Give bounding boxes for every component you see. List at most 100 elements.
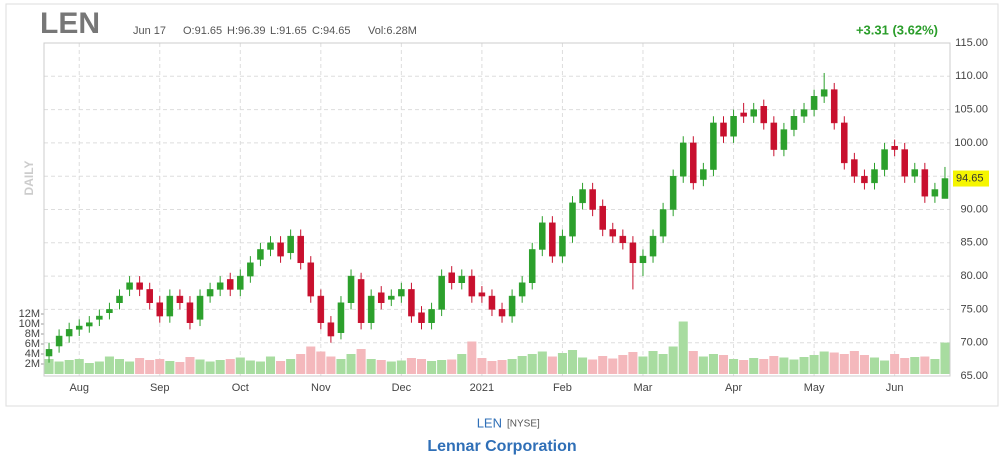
candle-body: [277, 242, 284, 257]
last-price-label: 94.65: [956, 172, 984, 184]
volume-bar: [497, 360, 507, 374]
volume-bar: [759, 359, 769, 374]
candle-body: [730, 116, 737, 137]
x-tick-label: Aug: [69, 382, 89, 394]
volume-bar: [235, 357, 245, 374]
candle-body: [881, 149, 888, 170]
candle-body: [297, 235, 304, 264]
period-label: DAILY: [22, 161, 36, 196]
volume-bar: [839, 354, 849, 374]
plot-border: [43, 42, 951, 377]
candle-body: [528, 249, 536, 284]
volume-bar: [44, 359, 54, 374]
volume-bar: [427, 361, 437, 374]
volume-bar: [376, 360, 386, 374]
x-tick-label: Oct: [232, 382, 249, 394]
candle-body: [690, 142, 697, 184]
info-volume: Vol:6.28M: [368, 25, 417, 37]
volume-bar: [859, 355, 869, 374]
y-tick-label: 110.00: [955, 70, 988, 82]
candle-body: [609, 229, 617, 237]
volume-bar: [447, 359, 457, 374]
y-tick-label: 70.00: [960, 337, 988, 349]
volume-bar: [135, 358, 145, 374]
y-tick-label: 90.00: [960, 203, 988, 215]
volume-bar: [114, 359, 125, 374]
x-tick-label: May: [804, 382, 825, 394]
volume-bar: [688, 351, 698, 374]
volume-bar: [930, 359, 940, 374]
candle-body: [398, 289, 405, 297]
candle-body: [750, 109, 757, 117]
candle-body: [810, 96, 818, 110]
volume-bar: [346, 354, 356, 374]
volume-bar: [628, 352, 638, 374]
volume-bar: [910, 357, 920, 374]
candle-body: [569, 202, 576, 237]
volume-bar: [638, 356, 648, 374]
candle-body: [166, 295, 174, 317]
y-tick-label: 80.00: [960, 270, 988, 282]
candle-body: [599, 205, 606, 230]
candle-body: [770, 122, 778, 150]
candle-body: [579, 189, 586, 204]
candle-body: [649, 235, 657, 257]
candle-body: [55, 335, 63, 347]
chart-title: LEN: [40, 7, 100, 40]
volume-bar: [185, 357, 195, 374]
candle-body: [307, 262, 315, 297]
volume-bar: [678, 321, 688, 374]
candle-body: [559, 235, 566, 257]
volume-bar: [276, 361, 286, 374]
volume-bar: [64, 360, 74, 374]
volume-bar: [769, 356, 779, 374]
volume-bar: [406, 358, 416, 374]
volume-bar: [215, 360, 225, 374]
volume-bar: [104, 356, 114, 374]
volume-bar: [416, 359, 427, 374]
volume-tick-label: 8M: [25, 328, 40, 340]
x-tick-label: Apr: [725, 382, 742, 394]
volume-bar: [608, 358, 618, 374]
candle-body: [851, 159, 858, 177]
candle-body: [508, 295, 516, 317]
info-high: H:96.39: [227, 25, 266, 37]
volume-bar: [829, 352, 839, 374]
volume-bar: [718, 355, 729, 374]
candle-body: [841, 122, 848, 164]
volume-bar: [698, 356, 708, 374]
x-tick-label: Mar: [633, 382, 652, 394]
candle-body: [710, 122, 717, 170]
volume-bar: [165, 361, 175, 374]
candle-body: [639, 255, 647, 264]
volume-bar: [578, 357, 588, 374]
candle-body: [45, 349, 53, 357]
volume-bar: [880, 360, 890, 374]
footer-exchange: [NYSE]: [507, 419, 540, 430]
volume-bar: [517, 356, 527, 374]
candle-body: [247, 262, 254, 277]
candle-body: [367, 295, 375, 323]
volume-bar: [265, 356, 276, 374]
candle-body: [820, 89, 828, 97]
candle-body: [438, 275, 445, 310]
y-tick-label: 105.00: [954, 104, 988, 116]
volume-bar: [225, 359, 235, 374]
candle-body: [206, 289, 214, 297]
candle-body: [75, 325, 83, 330]
candle-body: [337, 302, 345, 333]
candle-body: [176, 295, 184, 303]
candle-body: [871, 169, 878, 184]
volume-bar: [437, 360, 447, 374]
info-open: O:91.65: [183, 25, 222, 37]
y-tick-label: 100.00: [954, 137, 988, 149]
volume-bar: [396, 360, 406, 374]
footer-company: Lennar Corporation: [427, 438, 576, 455]
volume-bar: [557, 353, 567, 374]
volume-bar: [336, 359, 346, 374]
info-close: C:94.65: [312, 25, 351, 37]
volume-bar: [356, 349, 366, 374]
candle-body: [498, 309, 506, 317]
volume-bar: [125, 361, 135, 374]
